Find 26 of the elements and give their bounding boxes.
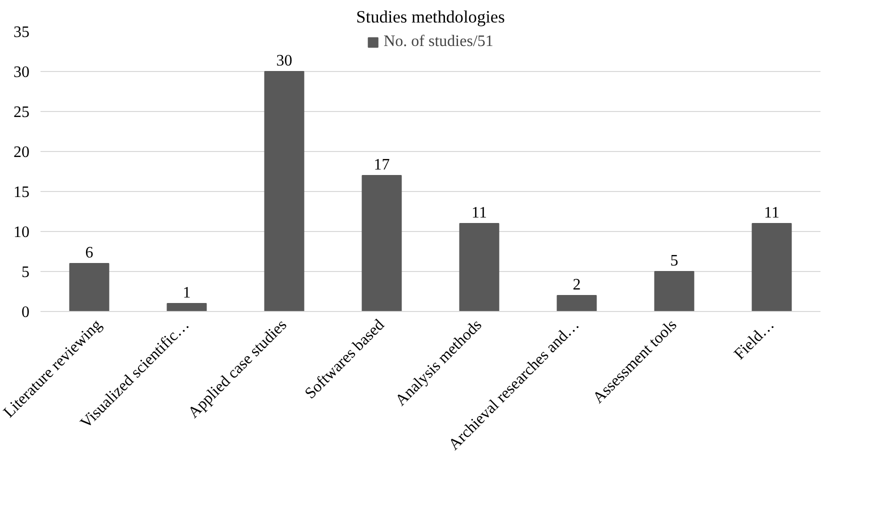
chart-title: Studies methdologies (356, 8, 506, 26)
legend-label: No. of studies/51 (384, 33, 494, 51)
y-tick-label: 25 (14, 104, 30, 121)
data-label: 5 (670, 252, 678, 270)
data-label: 17 (374, 156, 390, 174)
y-tick-label: 30 (14, 64, 30, 81)
bar (362, 175, 402, 312)
data-label: 6 (85, 244, 94, 262)
data-label: 2 (572, 276, 581, 294)
data-label: 1 (182, 284, 191, 302)
data-label: 11 (472, 204, 487, 222)
bar (69, 263, 110, 312)
bar (654, 271, 694, 312)
data-label: 30 (276, 52, 292, 70)
data-label: 11 (764, 204, 780, 222)
y-tick-label: 10 (14, 224, 30, 241)
bar (264, 71, 304, 312)
bar (459, 223, 500, 312)
bar (752, 223, 792, 312)
y-tick-label: 35 (14, 24, 30, 41)
y-tick-label: 0 (22, 304, 30, 321)
bar (166, 303, 207, 312)
y-tick-label: 15 (14, 184, 30, 201)
y-tick-label: 5 (22, 264, 30, 281)
bar (556, 295, 597, 312)
y-tick-label: 20 (14, 144, 30, 161)
